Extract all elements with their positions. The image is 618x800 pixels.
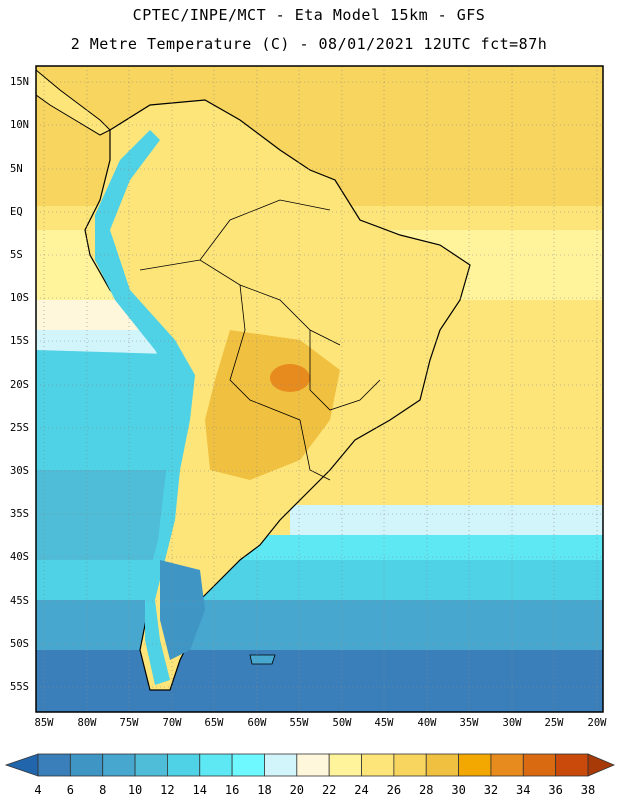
colorbar-tick-label: 10: [127, 783, 143, 797]
gridlines: [36, 66, 603, 712]
colorbar-tick-label: 26: [386, 783, 402, 797]
lat-label: 15S: [10, 335, 29, 347]
lat-label: 10S: [10, 292, 29, 304]
colorbar-swatch: [37, 753, 71, 777]
lon-label: 40W: [417, 717, 437, 729]
lat-label: 10N: [10, 119, 29, 131]
hottest-zone: [270, 364, 310, 392]
lat-label: 25S: [10, 422, 29, 434]
colorbar-tick-label: 18: [257, 783, 272, 797]
colorbar-swatch: [167, 753, 201, 777]
lat-label: 55S: [10, 681, 29, 693]
colorbar-tick-label: 32: [483, 783, 499, 797]
lon-label: 35W: [459, 717, 479, 729]
colorbar-tick-label: 4: [34, 783, 42, 797]
lat-label: 30S: [10, 465, 29, 477]
colorbar-tick-label: 16: [224, 783, 240, 797]
central-america: [36, 69, 111, 136]
lat-label: EQ: [10, 206, 23, 218]
colorbar-tick-label: 30: [451, 783, 466, 797]
country-borders: [139, 199, 381, 481]
colorbar-tick-label: 36: [548, 783, 563, 797]
lon-label: 75W: [119, 717, 139, 729]
lon-label: 60W: [247, 717, 267, 729]
colorbar-swatch: [231, 753, 265, 777]
colorbar-tick-label: 20: [289, 783, 305, 797]
colorbar-tick-label: 12: [160, 783, 175, 797]
colorbar-tick-label: 14: [192, 783, 207, 797]
colorbar-swatch: [522, 753, 557, 777]
lon-label: 25W: [544, 717, 564, 729]
andes-cold-strip: [95, 130, 195, 685]
colorbar-swatch: [102, 753, 136, 777]
lon-label: 45W: [374, 717, 394, 729]
colorbar-tick-label: 22: [321, 783, 337, 797]
falklands: [249, 654, 276, 665]
colorbar: [4, 753, 616, 777]
colorbar-swatch: [264, 753, 298, 777]
interior-hot-zone: [205, 330, 340, 480]
colorbar-swatch: [328, 753, 362, 777]
lon-label: 55W: [289, 717, 309, 729]
colorbar-tick-label: 38: [580, 783, 596, 797]
title-line-2: 2 Metre Temperature (C) - 08/01/2021 12U…: [70, 35, 548, 53]
colorbar-arrow-high: [587, 753, 616, 777]
lon-label: 20W: [587, 717, 607, 729]
lat-label: 5S: [10, 249, 23, 261]
lat-label: 15N: [10, 76, 29, 88]
lat-label: 35S: [10, 508, 29, 520]
colorbar-swatch: [490, 753, 524, 777]
lon-label: 70W: [162, 717, 182, 729]
colorbar-swatch: [134, 753, 168, 777]
lon-label: 65W: [204, 717, 224, 729]
temperature-map: [35, 65, 604, 713]
lat-label: 45S: [10, 595, 29, 607]
colorbar-swatch: [458, 753, 492, 777]
south-ocean-3: [36, 650, 603, 712]
patagonia-cold: [160, 560, 205, 660]
colorbar-swatch: [393, 753, 427, 777]
lon-label: 85W: [34, 717, 54, 729]
colorbar-swatch: [425, 753, 459, 777]
lon-label: 80W: [77, 717, 97, 729]
colorbar-swatch: [361, 753, 395, 777]
lat-label: 50S: [10, 638, 29, 650]
lat-label: 40S: [10, 551, 29, 563]
colorbar-tick-label: 6: [66, 783, 74, 797]
colorbar-tick-label: 24: [354, 783, 369, 797]
lat-label: 20S: [10, 379, 29, 391]
colorbar-tick-label: 8: [99, 783, 107, 797]
colorbar-swatch: [555, 753, 589, 777]
map-frame: [35, 65, 604, 713]
colorbar-swatch: [296, 753, 330, 777]
title-line-1: CPTEC/INPE/MCT - Eta Model 15km - GFS: [132, 6, 486, 24]
colorbar-swatch: [199, 753, 233, 777]
lon-label: 30W: [502, 717, 522, 729]
lat-label: 5N: [10, 163, 23, 175]
colorbar-tick-label: 34: [516, 783, 531, 797]
colorbar-tick-label: 28: [419, 783, 434, 797]
colorbar-arrow-low: [4, 753, 39, 777]
lon-label: 50W: [332, 717, 352, 729]
colorbar-swatch: [69, 753, 104, 777]
